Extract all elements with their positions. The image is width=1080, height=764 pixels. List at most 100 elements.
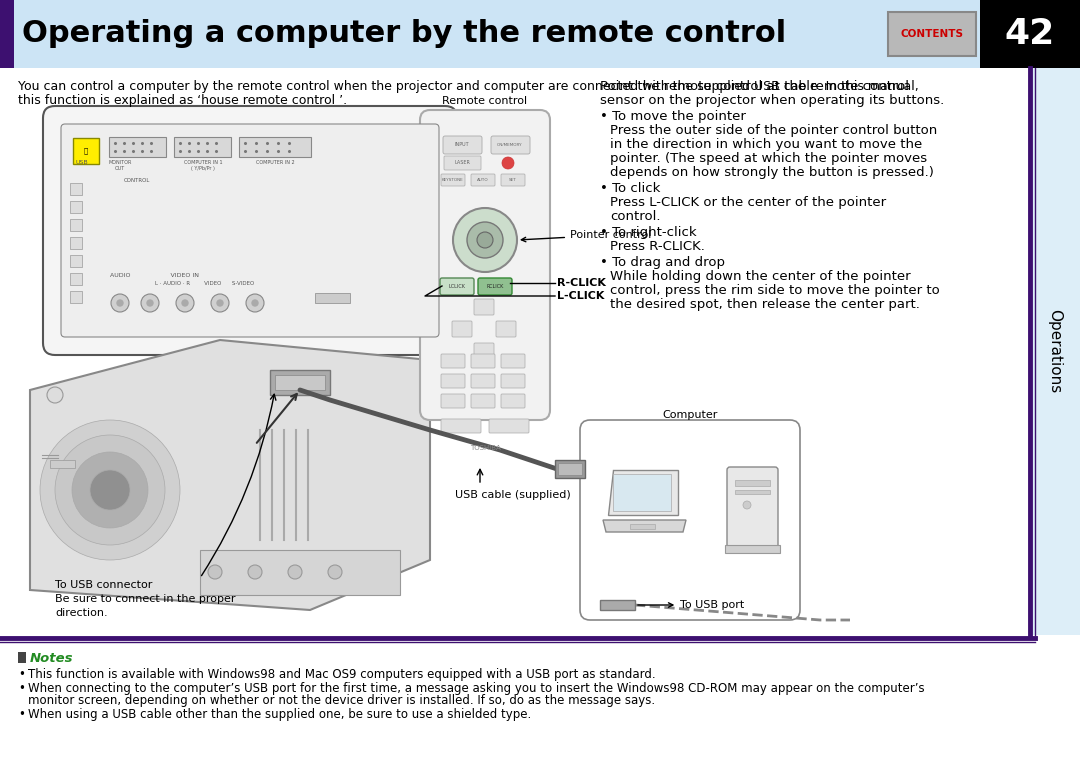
Bar — [70, 255, 82, 267]
FancyBboxPatch shape — [453, 321, 472, 337]
Bar — [50, 460, 75, 468]
Text: in the direction in which you want to move the: in the direction in which you want to mo… — [610, 138, 922, 151]
Text: RCLICK: RCLICK — [486, 283, 503, 289]
Text: R-CLICK: R-CLICK — [557, 278, 606, 288]
FancyBboxPatch shape — [420, 110, 550, 420]
Circle shape — [48, 387, 63, 403]
FancyBboxPatch shape — [441, 374, 465, 388]
Text: LCLICK: LCLICK — [448, 283, 465, 289]
Text: this function is explained as ‘house remote control ’.: this function is explained as ‘house rem… — [18, 94, 347, 107]
Circle shape — [743, 501, 751, 509]
Text: LASER: LASER — [454, 160, 470, 166]
Circle shape — [477, 232, 492, 248]
FancyBboxPatch shape — [501, 374, 525, 388]
FancyBboxPatch shape — [441, 354, 465, 368]
Bar — [315, 293, 350, 303]
FancyBboxPatch shape — [239, 137, 311, 157]
Polygon shape — [30, 340, 430, 610]
FancyBboxPatch shape — [491, 136, 530, 154]
FancyBboxPatch shape — [43, 106, 457, 355]
Text: COMPUTER IN 1
( Y/Pb/Pr ): COMPUTER IN 1 ( Y/Pb/Pr ) — [184, 160, 222, 171]
Text: •: • — [18, 668, 25, 681]
Bar — [735, 490, 770, 494]
Text: This function is available with Windows98 and Mac OS9 computers equipped with a : This function is available with Windows9… — [28, 668, 656, 681]
Bar — [558, 463, 582, 475]
Text: control, press the rim side to move the pointer to: control, press the rim side to move the … — [610, 284, 940, 297]
FancyBboxPatch shape — [441, 394, 465, 408]
Circle shape — [90, 470, 130, 510]
Text: • To drag and drop: • To drag and drop — [600, 256, 725, 269]
Text: Remote control: Remote control — [443, 96, 527, 106]
Text: L-CLICK: L-CLICK — [557, 291, 605, 301]
Bar — [600, 600, 635, 610]
Text: the desired spot, then release the center part.: the desired spot, then release the cente… — [610, 298, 920, 311]
Text: 42: 42 — [1004, 17, 1055, 51]
Text: Press the outer side of the pointer control button: Press the outer side of the pointer cont… — [610, 124, 937, 137]
Bar — [270, 370, 330, 395]
Circle shape — [288, 565, 302, 579]
Bar — [0, 0, 14, 68]
Circle shape — [217, 300, 222, 306]
FancyBboxPatch shape — [73, 138, 99, 164]
Text: SET: SET — [509, 178, 517, 182]
Text: Press L-CLICK or the center of the pointer: Press L-CLICK or the center of the point… — [610, 196, 886, 209]
Bar — [70, 183, 82, 195]
Text: AUDIO                    VIDEO IN: AUDIO VIDEO IN — [110, 273, 199, 278]
Circle shape — [147, 300, 153, 306]
FancyBboxPatch shape — [489, 419, 529, 433]
Bar — [275, 375, 325, 390]
Text: USB: USB — [75, 160, 87, 165]
FancyBboxPatch shape — [496, 321, 516, 337]
Text: KEYSTONE: KEYSTONE — [442, 178, 464, 182]
Text: Be sure to connect in the proper: Be sure to connect in the proper — [55, 594, 235, 604]
Circle shape — [252, 300, 258, 306]
Text: AUTO: AUTO — [477, 178, 489, 182]
FancyBboxPatch shape — [441, 174, 465, 186]
FancyBboxPatch shape — [474, 343, 494, 359]
FancyBboxPatch shape — [478, 278, 512, 295]
Text: When connecting to the computer’s USB port for the first time, a message asking : When connecting to the computer’s USB po… — [28, 682, 924, 695]
Circle shape — [72, 452, 148, 528]
FancyBboxPatch shape — [440, 278, 474, 295]
Text: • To move the pointer: • To move the pointer — [600, 110, 746, 123]
Bar — [735, 480, 770, 486]
Text: To USB connector: To USB connector — [55, 580, 152, 590]
FancyBboxPatch shape — [444, 156, 481, 170]
Bar — [980, 0, 1080, 68]
Text: ⬛: ⬛ — [84, 147, 89, 154]
Bar — [630, 524, 654, 529]
Text: • To right-click: • To right-click — [600, 226, 697, 239]
Circle shape — [117, 300, 123, 306]
Circle shape — [467, 222, 503, 258]
Text: •: • — [18, 682, 25, 695]
Text: ON/MEMORY: ON/MEMORY — [497, 143, 523, 147]
FancyBboxPatch shape — [471, 394, 495, 408]
Circle shape — [211, 294, 229, 312]
Text: INPUT: INPUT — [455, 143, 470, 147]
FancyBboxPatch shape — [441, 419, 481, 433]
Text: CONTENTS: CONTENTS — [901, 29, 963, 39]
Text: pointer. (The speed at which the pointer moves: pointer. (The speed at which the pointer… — [610, 152, 927, 165]
FancyBboxPatch shape — [174, 137, 231, 157]
Circle shape — [248, 565, 262, 579]
FancyBboxPatch shape — [474, 299, 494, 315]
Bar — [70, 237, 82, 249]
FancyBboxPatch shape — [501, 174, 525, 186]
Text: CONTROL: CONTROL — [124, 178, 150, 183]
Text: When using a USB cable other than the supplied one, be sure to use a shielded ty: When using a USB cable other than the su… — [28, 708, 531, 721]
Circle shape — [55, 435, 165, 545]
Text: COMPUTER IN 2: COMPUTER IN 2 — [256, 160, 295, 165]
Text: direction.: direction. — [55, 608, 108, 618]
Polygon shape — [608, 470, 678, 515]
Text: monitor screen, depending on whether or not the device driver is installed. If s: monitor screen, depending on whether or … — [28, 694, 656, 707]
Bar — [1030, 68, 1080, 635]
Text: depends on how strongly the button is pressed.): depends on how strongly the button is pr… — [610, 166, 934, 179]
Text: To USB port: To USB port — [638, 600, 744, 610]
Circle shape — [453, 208, 517, 272]
Text: MONITOR
OUT: MONITOR OUT — [108, 160, 132, 171]
Text: control.: control. — [610, 210, 661, 223]
Text: TOSHIBA: TOSHIBA — [470, 445, 500, 451]
FancyBboxPatch shape — [471, 354, 495, 368]
Bar — [613, 474, 671, 511]
Circle shape — [328, 565, 342, 579]
